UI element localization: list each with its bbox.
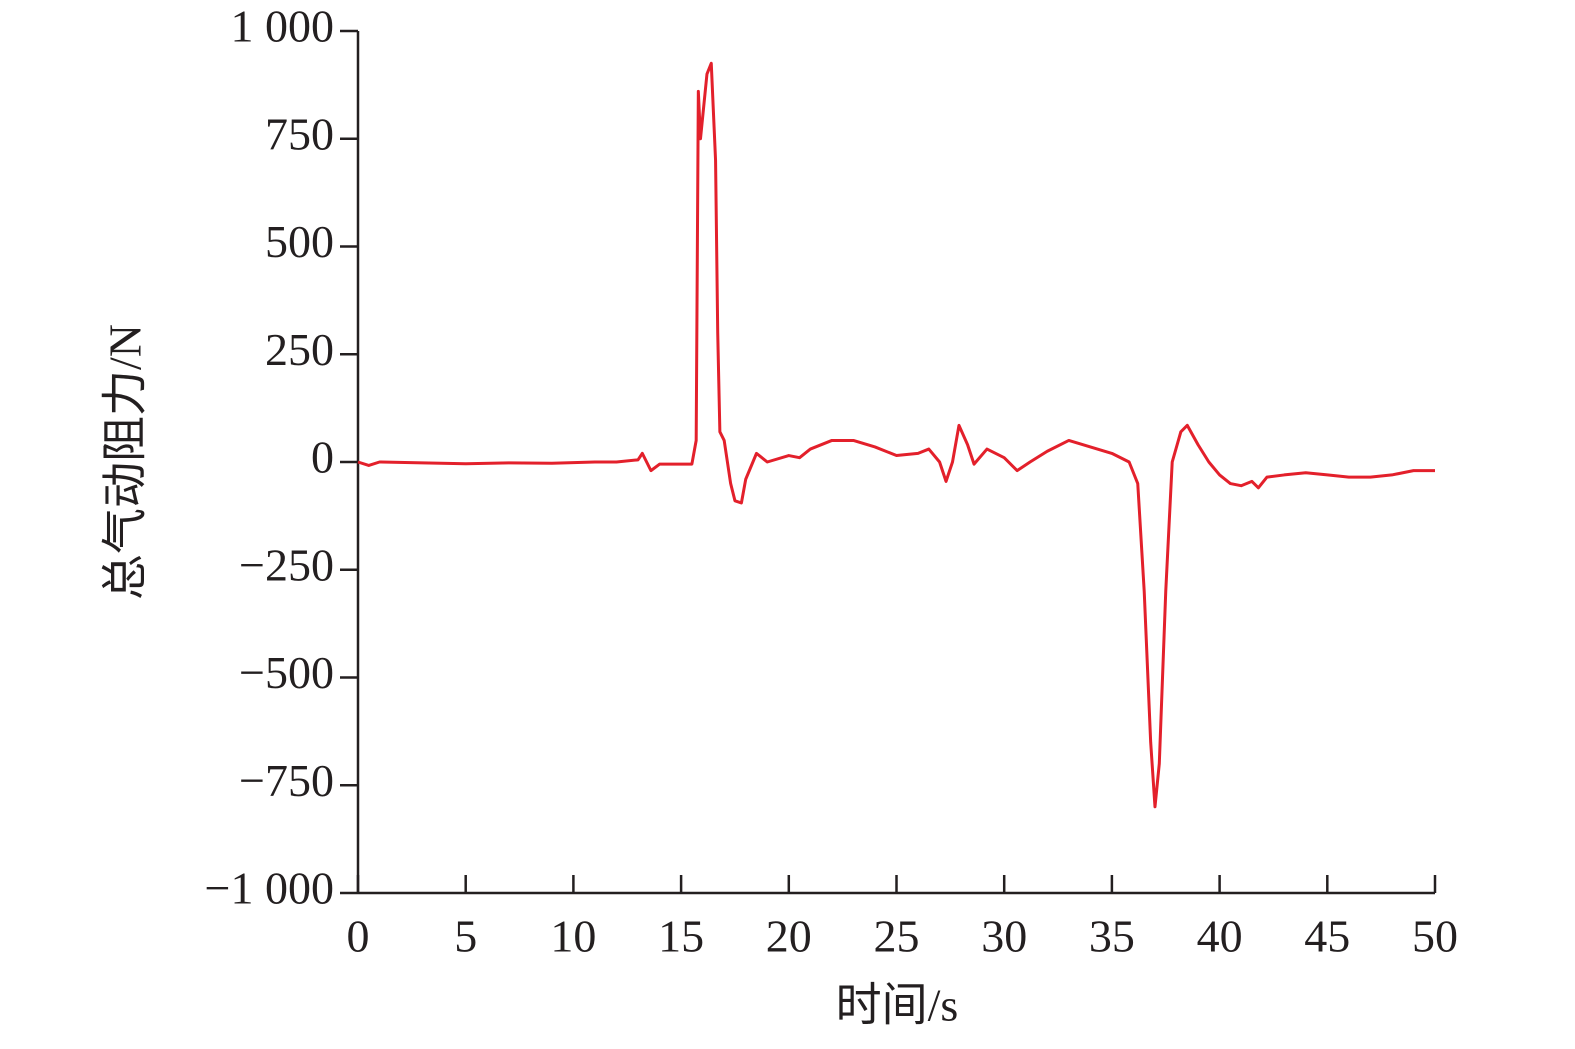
x-axis-label: 时间/s [836,980,959,1031]
x-tick-label: 45 [1304,911,1350,962]
y-tick-label: −1 000 [205,863,334,914]
x-tick-label: 30 [981,911,1027,962]
x-tick-label: 25 [874,911,920,962]
data-line [357,61,1435,809]
y-tick-label: −250 [239,539,334,590]
y-tick-label: 750 [265,108,334,159]
x-tick-label: 10 [550,911,596,962]
x-tick-label: 5 [454,911,477,962]
x-tick-label: 20 [766,911,812,962]
y-tick-label: 500 [265,216,334,267]
x-tick-label: 40 [1197,911,1243,962]
x-tick-label: 15 [658,911,704,962]
y-tick-label: −750 [239,755,334,806]
y-tick-label: 0 [311,432,334,483]
y-tick-label: 250 [265,324,334,375]
x-tick-label: 35 [1089,911,1135,962]
y-tick-label: −500 [239,647,334,698]
y-axis-label: 总气动阻力/N [100,324,151,600]
x-tick-label: 0 [347,911,370,962]
y-tick-label: 1 000 [231,1,335,52]
x-tick-label: 50 [1412,911,1458,962]
